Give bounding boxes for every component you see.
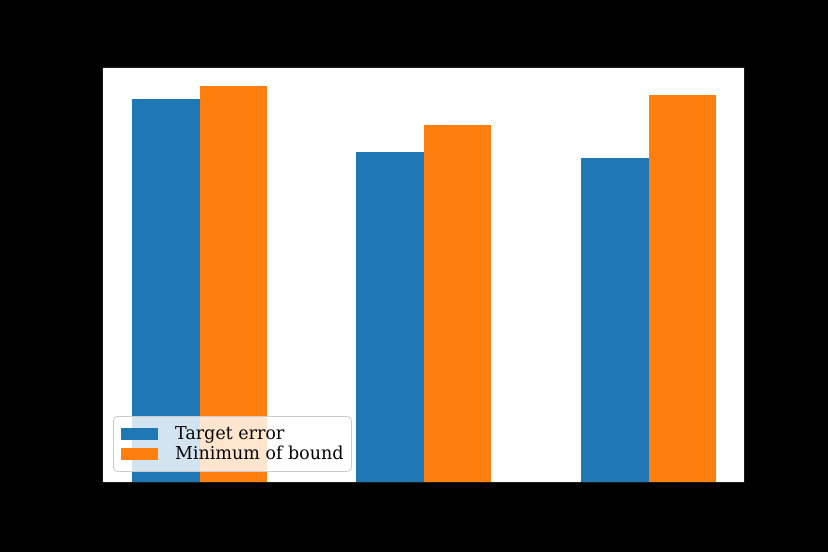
bar-minimum-of-bound-group-2 — [423, 125, 491, 482]
legend-item-target-error: Target error — [121, 424, 341, 444]
bar-target-error-group-2 — [356, 152, 424, 482]
legend: Target error Minimum of bound — [113, 416, 352, 472]
legend-swatch-minimum-of-bound — [121, 448, 158, 460]
plot-area: Target error Minimum of bound — [102, 67, 745, 483]
bar-minimum-of-bound-group-3 — [648, 94, 716, 482]
bar-target-error-group-3 — [581, 157, 649, 482]
legend-label-minimum-of-bound: Minimum of bound — [175, 444, 344, 464]
legend-item-minimum-of-bound: Minimum of bound — [121, 444, 344, 464]
legend-label-target-error: Target error — [175, 424, 285, 444]
legend-swatch-target-error — [121, 428, 158, 440]
bars-container — [103, 68, 744, 482]
